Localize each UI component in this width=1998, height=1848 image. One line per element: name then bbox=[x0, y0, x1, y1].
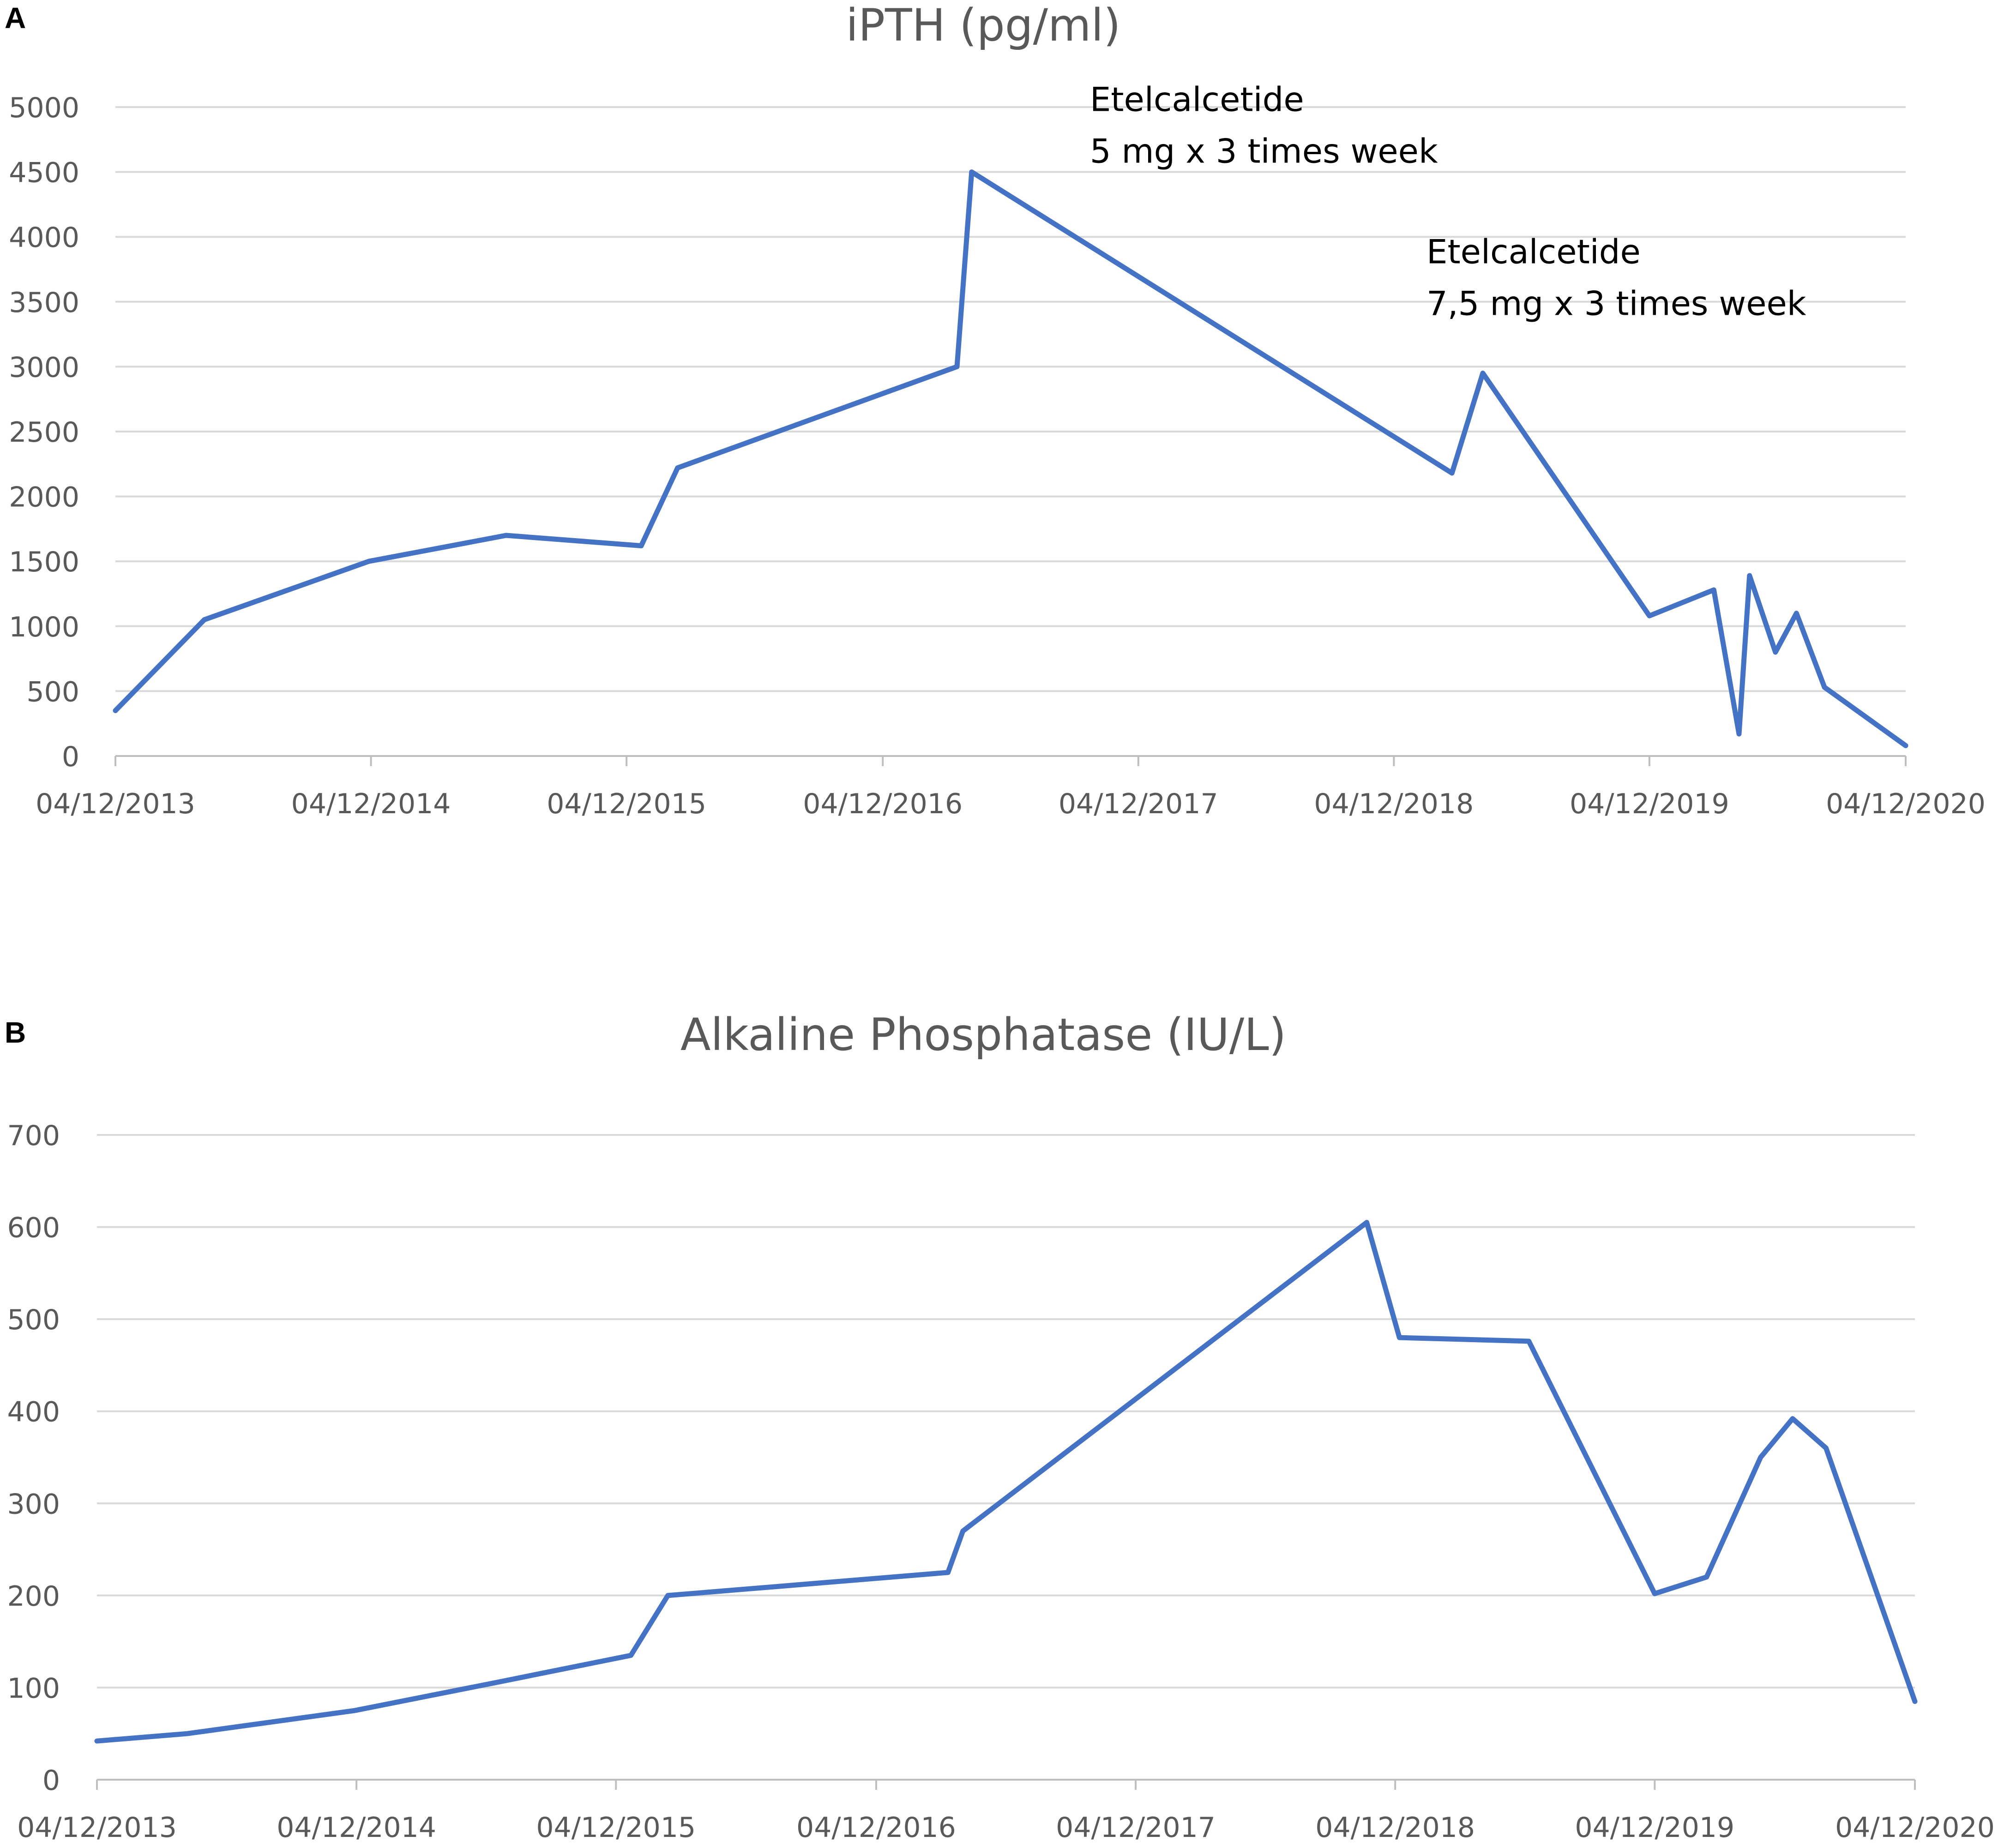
x-tick-label: 04/12/2017 bbox=[1056, 1812, 1216, 1844]
y-tick-label: 200 bbox=[7, 1580, 60, 1613]
annotation-text: 5 mg x 3 times week bbox=[1090, 132, 1438, 171]
x-tick-label: 04/12/2014 bbox=[291, 788, 451, 820]
series-line bbox=[94, 1220, 1918, 1744]
annotation-text: 7,5 mg x 3 times week bbox=[1426, 284, 1806, 323]
y-tick-label: 0 bbox=[62, 741, 79, 773]
x-tick-label: 04/12/2019 bbox=[1570, 788, 1729, 820]
y-tick-label: 100 bbox=[7, 1672, 60, 1704]
series-line bbox=[113, 169, 1908, 748]
chart-panel-a: A iPTH (pg/ml) 0 500 1000 1500 2000 2500 3000 35… bbox=[0, 0, 1998, 905]
y-tick-label: 3500 bbox=[9, 287, 79, 319]
y-tick-label: 400 bbox=[7, 1396, 60, 1428]
y-tick-label: 1500 bbox=[9, 546, 79, 578]
x-tick-label: 04/12/2015 bbox=[547, 788, 706, 820]
y-tick-label: 3000 bbox=[9, 351, 79, 384]
chart-panel-b: B Alkaline Phosphatase (IU/L) 0 100 200 300 4… bbox=[0, 923, 1998, 1848]
x-tick-label: 04/12/2018 bbox=[1315, 1812, 1475, 1844]
chart-title: iPTH (pg/ml) bbox=[846, 0, 1120, 51]
alkaline-phosphatase-line-chart: Alkaline Phosphatase (IU/L) 0 100 200 300 400… bbox=[7, 1009, 1995, 1844]
ipth-line-chart: iPTH (pg/ml) 0 500 1000 1500 2000 2500 3000 3500… bbox=[9, 0, 1986, 820]
annotation-text: Etelcalcetide bbox=[1426, 232, 1641, 271]
x-tick-label: 04/12/2016 bbox=[796, 1812, 956, 1844]
y-tick-label: 500 bbox=[26, 676, 79, 708]
y-tick-label: 300 bbox=[7, 1488, 60, 1520]
panel-label-b: B bbox=[5, 1016, 26, 1049]
chart-title: Alkaline Phosphatase (IU/L) bbox=[680, 1009, 1286, 1061]
x-tick-label: 04/12/2017 bbox=[1059, 788, 1218, 820]
y-tick-label: 4500 bbox=[9, 157, 79, 189]
x-tick-label: 04/12/2016 bbox=[803, 788, 963, 820]
y-tick-label: 500 bbox=[7, 1304, 60, 1336]
y-tick-label: 700 bbox=[7, 1120, 60, 1152]
y-tick-label: 4000 bbox=[9, 222, 79, 254]
x-tick-label: 04/12/2020 bbox=[1826, 788, 1986, 820]
x-tick-label: 04/12/2019 bbox=[1575, 1812, 1734, 1844]
y-tick-label: 2000 bbox=[9, 481, 79, 514]
x-tick-label: 04/12/2020 bbox=[1835, 1812, 1995, 1844]
x-tick-label: 04/12/2015 bbox=[536, 1812, 696, 1844]
y-tick-label: 600 bbox=[7, 1212, 60, 1244]
x-tick-label: 04/12/2013 bbox=[17, 1812, 177, 1844]
y-tick-label: 5000 bbox=[9, 92, 79, 124]
x-tick-label: 04/12/2018 bbox=[1314, 788, 1474, 820]
y-tick-label: 2500 bbox=[9, 416, 79, 449]
x-tick-label: 04/12/2013 bbox=[36, 788, 195, 820]
annotation-text: Etelcalcetide bbox=[1090, 80, 1304, 119]
x-tick-label: 04/12/2014 bbox=[277, 1812, 436, 1844]
y-tick-label: 1000 bbox=[9, 611, 79, 643]
y-tick-label: 0 bbox=[42, 1764, 60, 1797]
panel-label-a: A bbox=[5, 1, 26, 35]
